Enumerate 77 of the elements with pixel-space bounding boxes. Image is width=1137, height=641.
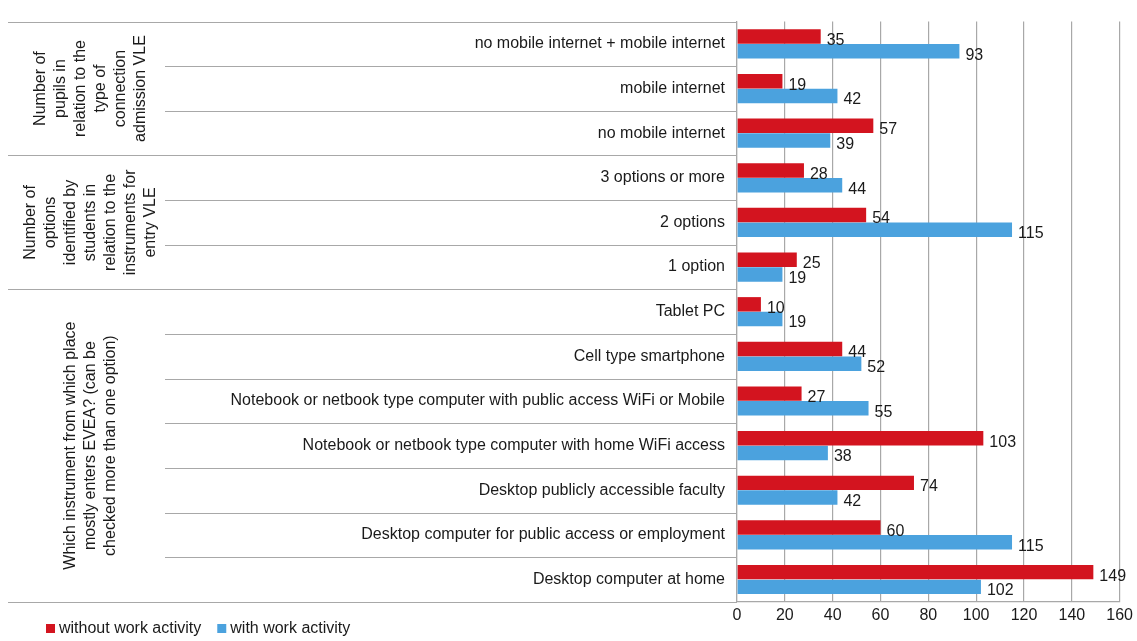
bar xyxy=(737,133,831,148)
x-tick-label: 120 xyxy=(1010,605,1038,623)
bar xyxy=(737,356,862,371)
bar xyxy=(737,177,843,193)
x-tick-label: 100 xyxy=(962,605,990,623)
bar xyxy=(737,475,914,491)
bar xyxy=(737,341,843,357)
y-tick-label: Cell type smartphone xyxy=(573,346,726,364)
x-tick-label: 80 xyxy=(919,605,938,623)
x-tick-label: 60 xyxy=(871,605,890,623)
data-label: 44 xyxy=(848,343,867,361)
data-label: 35 xyxy=(826,30,845,48)
x-tick-label: 160 xyxy=(1106,605,1134,623)
data-label: 39 xyxy=(836,134,855,152)
bar xyxy=(737,579,981,595)
data-label: 115 xyxy=(1018,224,1044,242)
y-tick-label: Notebook or netbook type computer with public access WiFi or Mobile xyxy=(230,391,726,409)
data-label: 54 xyxy=(872,209,891,227)
data-label: 102 xyxy=(986,581,1014,599)
bar xyxy=(737,490,838,505)
bar xyxy=(737,311,783,327)
text: Number of pupils in relation to the type of connection admission VLE xyxy=(30,35,148,142)
bar xyxy=(737,520,881,535)
bar xyxy=(737,88,838,104)
bar xyxy=(737,207,867,223)
x-tick-label: 40 xyxy=(823,605,842,623)
bar xyxy=(737,163,804,178)
data-label: 27 xyxy=(807,388,826,405)
data-label: 44 xyxy=(848,179,867,197)
bar xyxy=(737,564,1094,580)
bar xyxy=(737,222,1013,238)
data-label: 115 xyxy=(1018,536,1044,554)
data-label: 74 xyxy=(919,477,938,495)
bar xyxy=(737,401,869,416)
bar xyxy=(737,386,802,401)
x-tick-label: 140 xyxy=(1058,605,1086,623)
data-label: 19 xyxy=(788,75,807,93)
y-tick-label: no mobile internet xyxy=(597,123,726,141)
bar xyxy=(737,29,821,44)
legend-label: with work activity xyxy=(229,619,351,637)
y-tick-label: Desktop computer for public access or employment xyxy=(361,525,726,543)
y-tick-label: Notebook or netbook type computer with home WiFi access xyxy=(302,436,725,453)
data-label: 93 xyxy=(965,45,984,63)
y-tick-label: Desktop computer at home xyxy=(532,569,726,587)
x-tick-label: 0 xyxy=(732,605,742,623)
bar xyxy=(737,252,797,267)
data-label: 10 xyxy=(766,298,785,316)
bar xyxy=(737,44,960,59)
text: Which instrument from which place mostly enters EVEA? (can be checked more than one option) xyxy=(60,321,118,570)
data-label: 42 xyxy=(843,90,862,108)
y-tick-label: mobile internet xyxy=(620,78,726,96)
x-tick-label: 20 xyxy=(775,605,794,623)
text: Number of options identified by students in relation to the instruments for entry VLE xyxy=(20,168,158,276)
data-label: 60 xyxy=(886,521,905,539)
data-label: 103 xyxy=(989,432,1017,450)
bar xyxy=(737,535,1013,550)
y-tick-label: 2 options xyxy=(660,212,725,230)
legend-label: without work activity xyxy=(58,619,202,637)
data-label: 57 xyxy=(879,120,898,138)
y-tick-label: 3 options or more xyxy=(600,168,726,186)
data-label: 42 xyxy=(843,491,862,509)
bar xyxy=(737,118,874,134)
data-label: 55 xyxy=(874,402,893,420)
data-label: 38 xyxy=(833,447,852,465)
bar xyxy=(737,431,984,446)
bar xyxy=(737,445,828,461)
y-tick-label: 1 option xyxy=(668,257,725,275)
y-tick-label: Tablet PC xyxy=(655,302,725,320)
bar xyxy=(737,297,761,312)
y-tick-label: no mobile internet + mobile internet xyxy=(474,34,726,52)
y-tick-label: Desktop publicly accessible faculty xyxy=(478,480,725,498)
data-label: 149 xyxy=(1099,566,1127,584)
data-label: 28 xyxy=(809,164,828,182)
data-label: 19 xyxy=(788,313,807,331)
bar xyxy=(737,267,783,282)
data-label: 52 xyxy=(867,358,886,376)
bar xyxy=(737,73,783,89)
